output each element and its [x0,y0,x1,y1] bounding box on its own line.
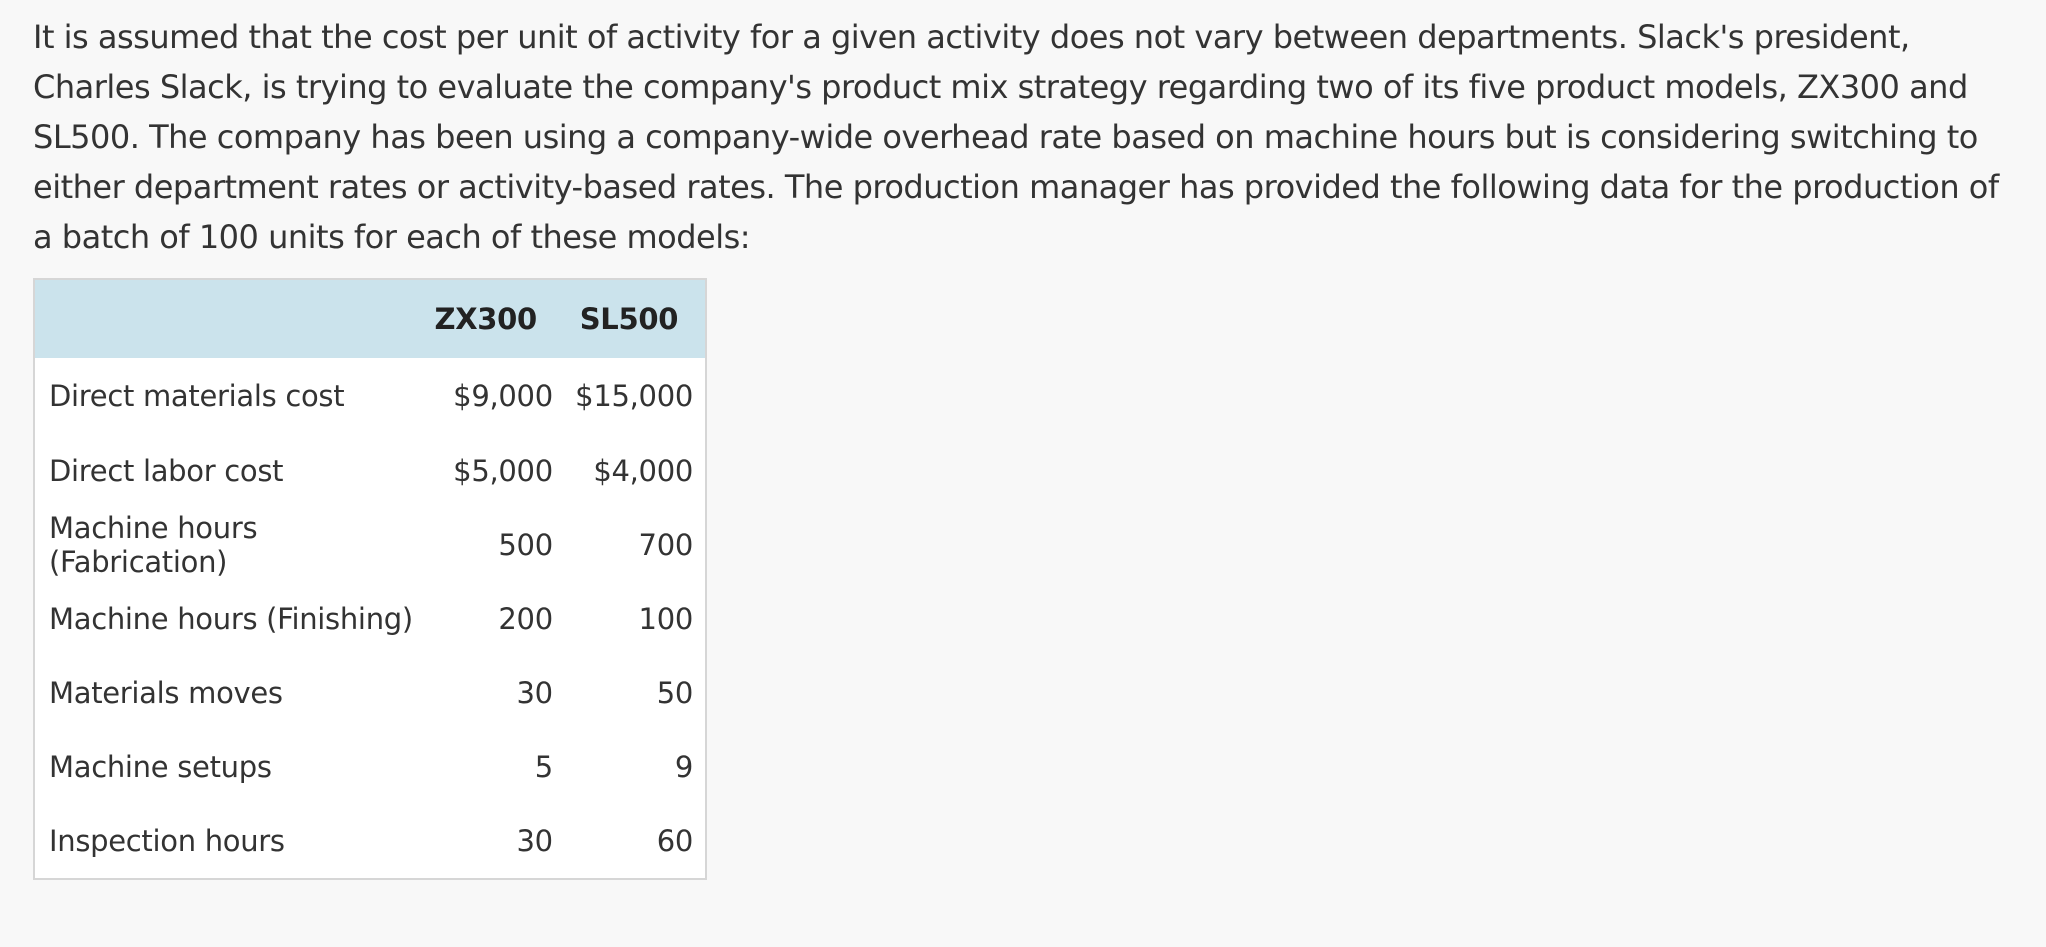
zx300-value: 500 [498,528,553,562]
sl500-value: 9 [674,750,693,784]
zx300-value: $9,000 [453,379,553,413]
zx300-value: 200 [498,602,553,636]
zx300-value: 5 [534,750,553,784]
table-row: Materials moves 30 50 [34,656,706,730]
product-data-table: ZX300 SL500 Direct materials cost $9,000… [33,278,707,880]
sl500-value: 700 [638,528,694,562]
row-label: Materials moves [49,676,283,710]
table-row: Machine setups 5 9 [34,730,706,804]
table-header-row: ZX300 SL500 [34,279,706,358]
sl500-value: $15,000 [575,379,693,413]
header-blank-cell [34,279,419,358]
sl500-value: 60 [656,824,694,858]
table-row: Machine hours (Fabrication) 500 700 [34,508,706,582]
sl500-value: $4,000 [593,454,693,488]
zx300-value: $5,000 [453,454,553,488]
table-row: Direct materials cost $9,000 $15,000 [34,358,706,434]
row-label: Machine setups [49,750,272,784]
row-label: Direct materials cost [49,379,345,413]
sl500-value: 50 [656,676,694,710]
row-label: Machine hours (Finishing) [49,602,413,636]
sl500-value: 100 [638,602,694,636]
header-sl500: SL500 [579,302,679,336]
intro-paragraph: It is assumed that the cost per unit of … [33,18,1999,256]
zx300-value: 30 [516,824,554,858]
table-row: Machine hours (Finishing) 200 100 [34,582,706,656]
table-row: Direct labor cost $5,000 $4,000 [34,434,706,508]
table-row: Inspection hours 30 60 [34,804,706,879]
row-label: Machine hours (Fabrication) [49,511,258,579]
header-zx300: ZX300 [434,302,538,336]
row-label: Inspection hours [49,824,285,858]
row-label: Direct labor cost [49,454,284,488]
zx300-value: 30 [516,676,554,710]
